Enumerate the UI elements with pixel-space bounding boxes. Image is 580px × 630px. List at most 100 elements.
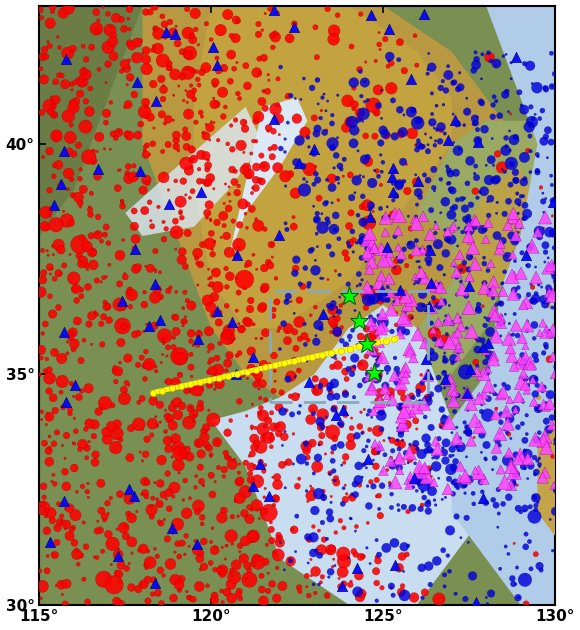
Point <box>83 265 92 275</box>
Point <box>318 309 328 319</box>
Point <box>93 16 103 26</box>
Point <box>389 590 398 600</box>
Point <box>196 107 205 117</box>
Point <box>390 231 400 241</box>
Point <box>322 175 332 185</box>
Point <box>148 387 157 398</box>
Point <box>464 231 473 241</box>
Point <box>529 491 538 501</box>
Point <box>221 554 230 564</box>
Point <box>468 571 477 581</box>
Point <box>321 412 331 422</box>
Point <box>420 273 430 283</box>
Point <box>506 180 515 190</box>
Point <box>299 74 309 84</box>
Point <box>142 434 151 444</box>
Point <box>486 258 495 268</box>
Point <box>138 49 147 59</box>
Point <box>407 312 416 323</box>
Point <box>171 244 180 254</box>
Point <box>147 501 156 512</box>
Point <box>100 229 110 239</box>
Point <box>408 392 418 403</box>
Point <box>238 199 248 209</box>
Point <box>323 4 332 14</box>
Point <box>353 587 362 597</box>
Point <box>567 297 577 307</box>
Point <box>253 220 263 231</box>
Point <box>171 377 180 387</box>
Point <box>316 423 325 433</box>
Point <box>559 428 568 438</box>
Point <box>501 309 510 319</box>
Point <box>296 279 305 289</box>
Point <box>318 486 328 496</box>
Point <box>135 128 144 138</box>
Point <box>536 565 546 575</box>
Point <box>429 477 438 487</box>
Point <box>510 285 519 295</box>
Point <box>230 64 239 74</box>
Point <box>174 146 183 156</box>
Point <box>505 318 514 328</box>
Point <box>384 399 393 409</box>
Point <box>332 151 341 161</box>
Point <box>390 209 400 219</box>
Point <box>489 277 498 287</box>
Point <box>411 438 420 449</box>
Point <box>456 461 465 471</box>
Point <box>464 212 473 222</box>
Point <box>448 489 458 499</box>
Point <box>75 239 84 249</box>
Point <box>397 387 406 397</box>
Point <box>331 410 340 420</box>
Point <box>221 448 230 458</box>
Point <box>502 407 511 417</box>
Point <box>478 342 488 352</box>
Point <box>274 229 284 239</box>
Point <box>212 368 221 378</box>
Point <box>438 495 447 505</box>
Point <box>466 235 476 245</box>
Point <box>556 362 565 372</box>
Point <box>179 444 188 454</box>
Point <box>514 218 524 228</box>
Point <box>308 352 317 362</box>
Point <box>561 203 570 213</box>
Point <box>175 468 184 478</box>
Point <box>376 150 385 160</box>
Point <box>318 572 327 582</box>
Point <box>269 126 278 136</box>
Point <box>398 435 407 445</box>
Point <box>514 200 524 210</box>
Point <box>505 414 514 424</box>
Point <box>54 499 63 509</box>
Point <box>77 80 86 90</box>
Point <box>89 260 98 270</box>
Point <box>368 290 377 300</box>
Point <box>385 24 394 34</box>
Point <box>494 484 503 495</box>
Point <box>513 422 523 432</box>
Point <box>436 282 445 292</box>
Point <box>159 490 168 500</box>
Point <box>142 45 151 55</box>
Point <box>486 193 495 203</box>
Point <box>401 448 411 458</box>
Point <box>208 42 218 52</box>
Point <box>322 125 331 135</box>
Point <box>405 238 414 248</box>
Point <box>348 325 357 335</box>
Point <box>195 377 204 387</box>
Point <box>349 235 358 245</box>
Point <box>278 440 287 450</box>
Point <box>67 120 76 130</box>
Point <box>59 402 68 412</box>
Point <box>476 477 485 487</box>
Point <box>327 491 336 501</box>
Point <box>527 117 536 127</box>
Point <box>151 266 160 277</box>
Point <box>399 423 408 433</box>
Point <box>214 462 223 472</box>
Point <box>233 351 242 361</box>
